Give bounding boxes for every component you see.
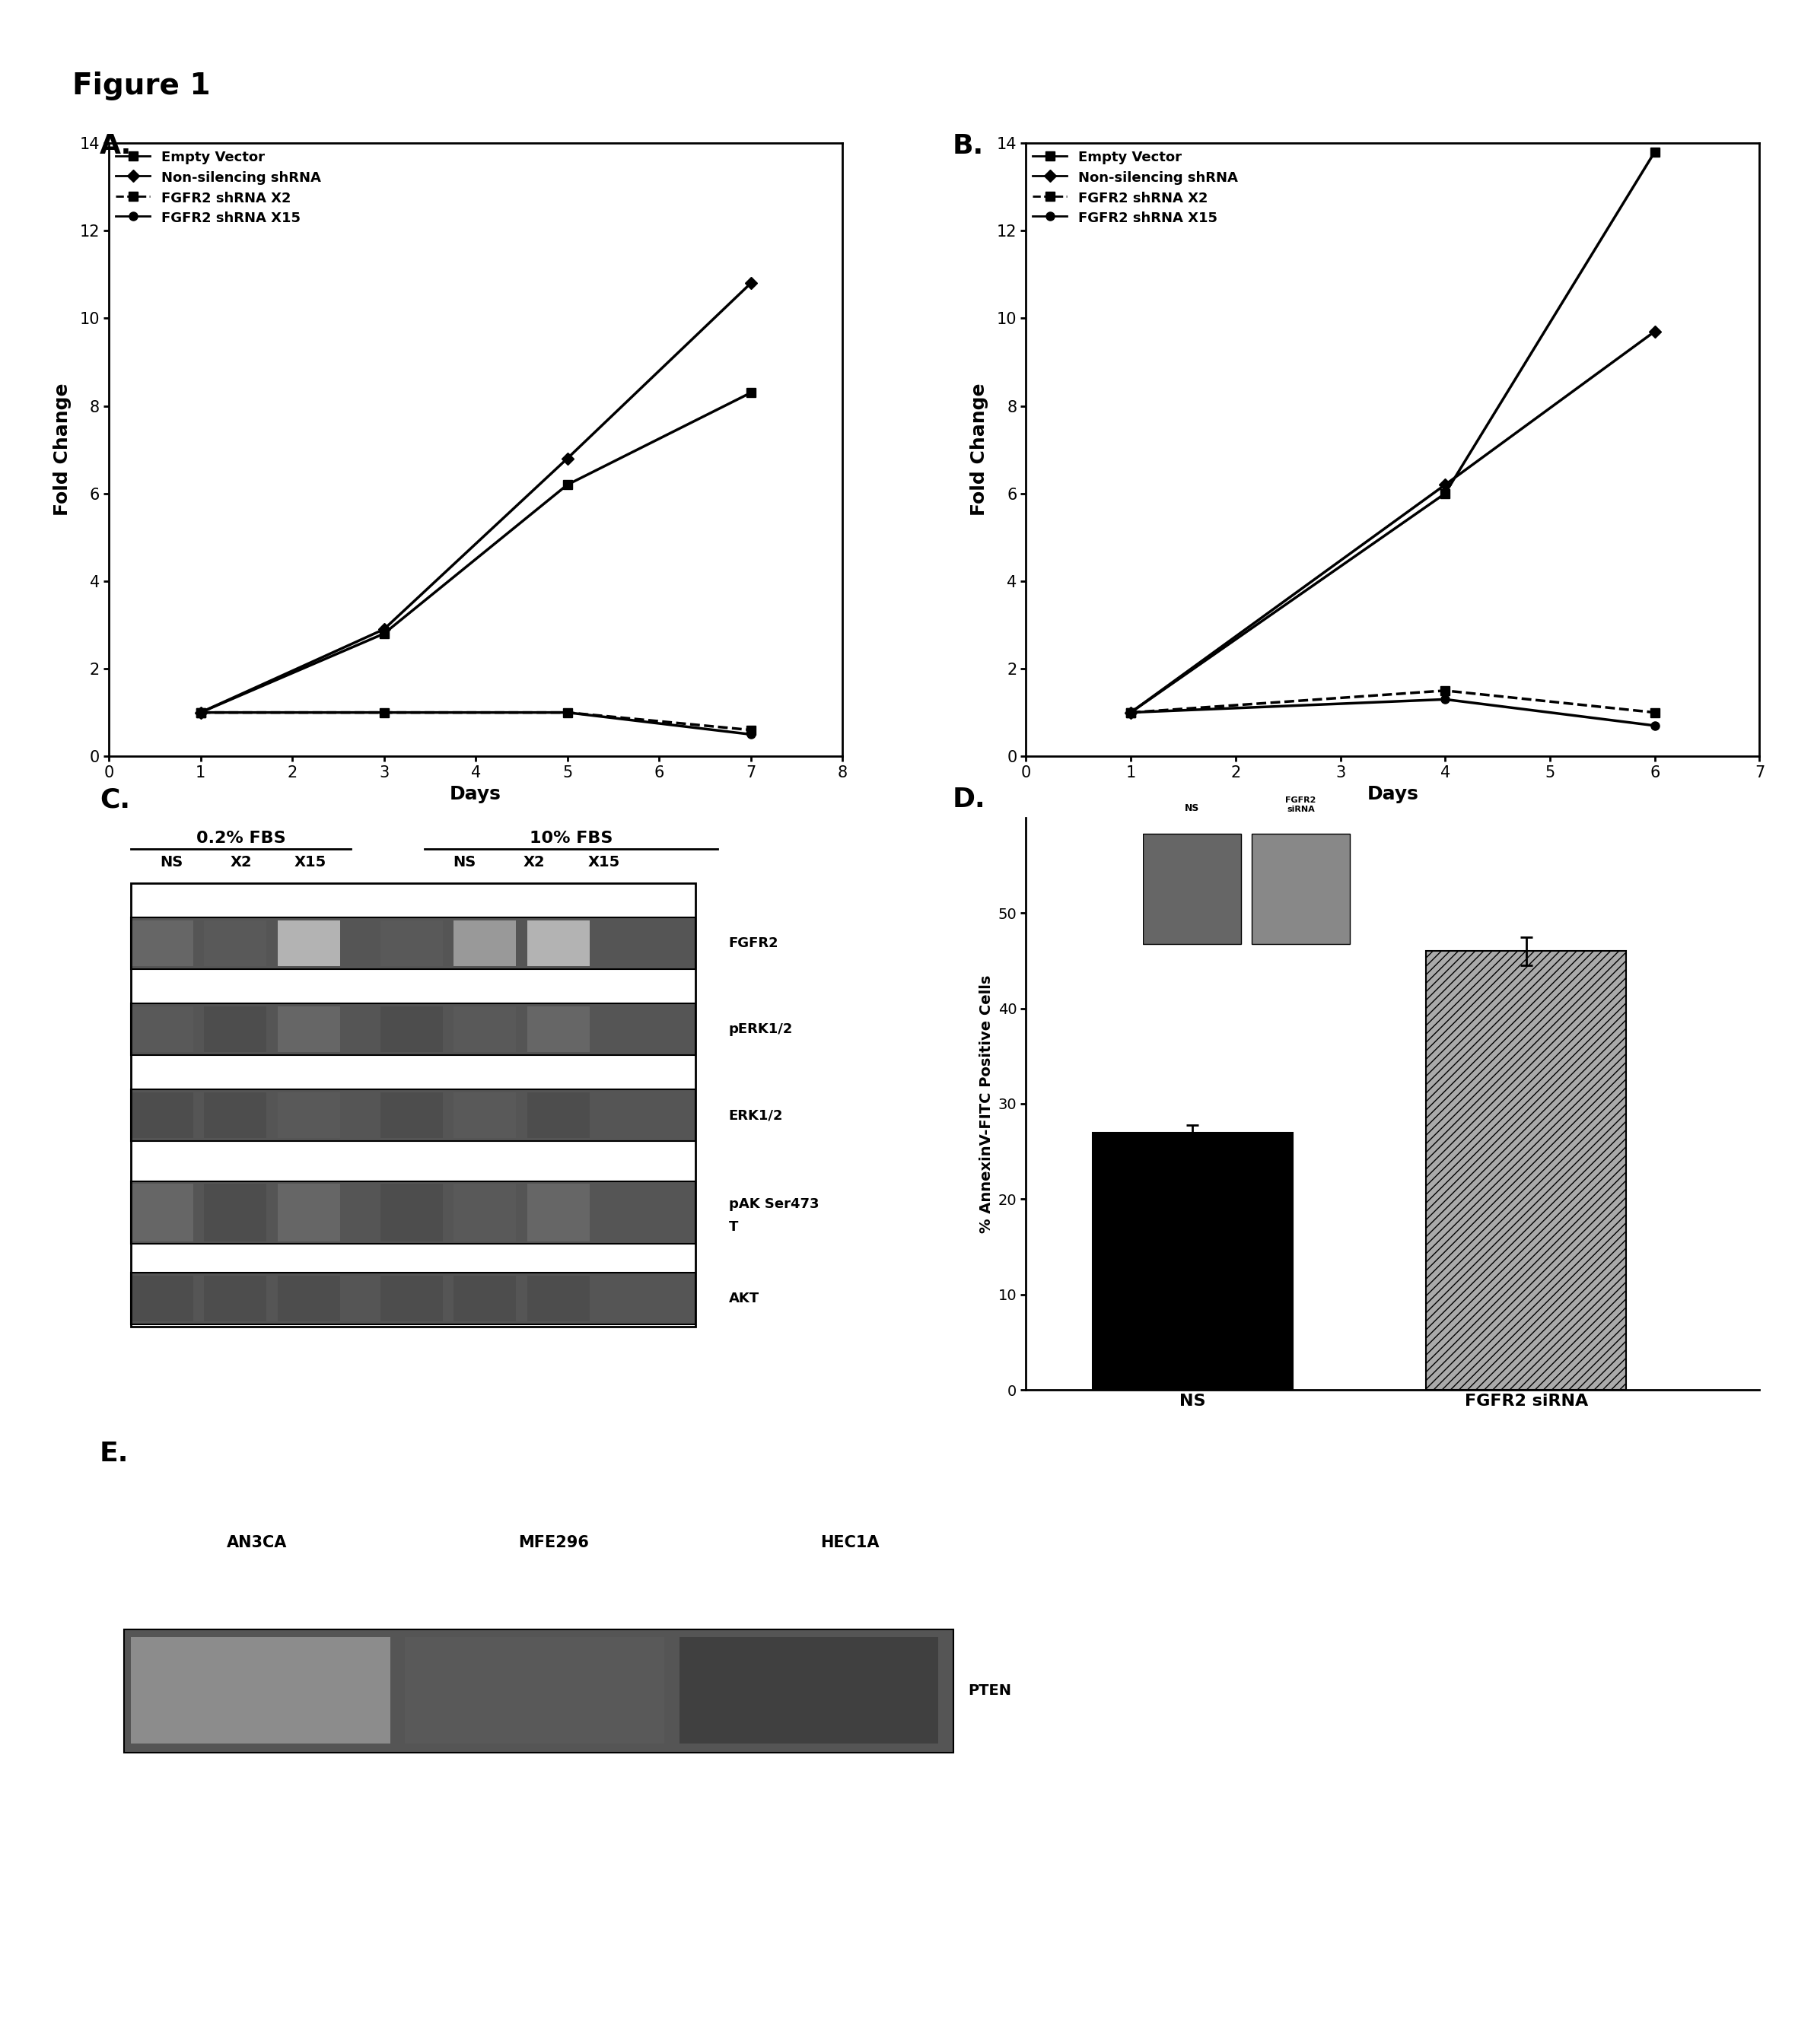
X-axis label: Days: Days [450,785,501,803]
Bar [528,1091,590,1139]
Bar [278,1091,339,1139]
Y-axis label: Fold Change: Fold Change [53,384,71,515]
Text: pAK Ser473: pAK Ser473 [729,1198,818,1210]
Bar [528,1183,590,1241]
Bar [123,1629,954,1752]
Bar [131,1273,697,1325]
Y-axis label: Fold Change: Fold Change [970,384,989,515]
X-axis label: Days: Days [1368,785,1419,803]
Bar [454,1183,515,1241]
Legend: Empty Vector, Non-silencing shRNA, FGFR2 shRNA X2, FGFR2 shRNA X15: Empty Vector, Non-silencing shRNA, FGFR2… [1032,149,1237,225]
Text: NS: NS [160,854,183,869]
Bar [381,1275,443,1320]
Text: AKT: AKT [729,1292,760,1306]
Text: A.: A. [100,133,132,159]
Text: C.: C. [100,787,131,814]
Bar [131,1275,194,1320]
Bar [528,1275,590,1320]
Text: 10% FBS: 10% FBS [530,832,613,846]
Bar [131,1004,697,1055]
Bar [1092,1132,1293,1390]
Text: X2: X2 [230,854,252,869]
Bar [131,883,697,1327]
Bar [131,1006,194,1053]
Bar [131,918,697,969]
Text: FGFR2: FGFR2 [729,936,778,950]
Bar [1252,834,1350,944]
Bar [278,1275,339,1320]
Text: MFE296: MFE296 [519,1535,588,1549]
Bar [205,920,267,967]
Text: X2: X2 [524,854,546,869]
Bar [205,1091,267,1139]
Text: AN3CA: AN3CA [227,1535,287,1549]
Bar [205,1006,267,1053]
Bar [454,1091,515,1139]
Text: X15: X15 [588,854,620,869]
Text: FGFR2
siRNA: FGFR2 siRNA [1286,797,1315,814]
Text: T: T [729,1220,738,1235]
Text: ERK1/2: ERK1/2 [729,1108,784,1122]
Text: X15: X15 [294,854,327,869]
Bar [278,1006,339,1053]
Text: PTEN: PTEN [969,1684,1012,1699]
Bar [278,920,339,967]
Text: E.: E. [100,1441,129,1468]
Bar [131,1183,194,1241]
Bar [205,1183,267,1241]
Bar [131,920,194,967]
Bar [381,1091,443,1139]
Text: HEC1A: HEC1A [820,1535,880,1549]
Bar [454,1006,515,1053]
Text: 0.2% FBS: 0.2% FBS [196,832,285,846]
Bar [278,1183,339,1241]
Bar [454,1275,515,1320]
Bar [528,1006,590,1053]
Bar [405,1637,664,1744]
Bar [528,920,590,967]
Bar [381,1183,443,1241]
Bar [381,920,443,967]
Text: NS: NS [1185,803,1199,814]
Bar [381,1006,443,1053]
Bar [678,1637,938,1744]
Text: pERK1/2: pERK1/2 [729,1022,793,1036]
Bar [131,1089,697,1141]
Bar [1143,834,1241,944]
Bar [131,1091,194,1139]
Text: D.: D. [952,787,985,814]
Text: NS: NS [454,854,475,869]
Text: Figure 1: Figure 1 [73,72,210,100]
Legend: Empty Vector, Non-silencing shRNA, FGFR2 shRNA X2, FGFR2 shRNA X15: Empty Vector, Non-silencing shRNA, FGFR2… [116,149,321,225]
Bar [205,1275,267,1320]
Text: B.: B. [952,133,983,159]
Bar [131,1181,697,1245]
Bar [454,920,515,967]
Bar [131,1637,390,1744]
Bar [1426,950,1625,1390]
Y-axis label: % AnnexinV-FITC Positive Cells: % AnnexinV-FITC Positive Cells [980,975,994,1233]
